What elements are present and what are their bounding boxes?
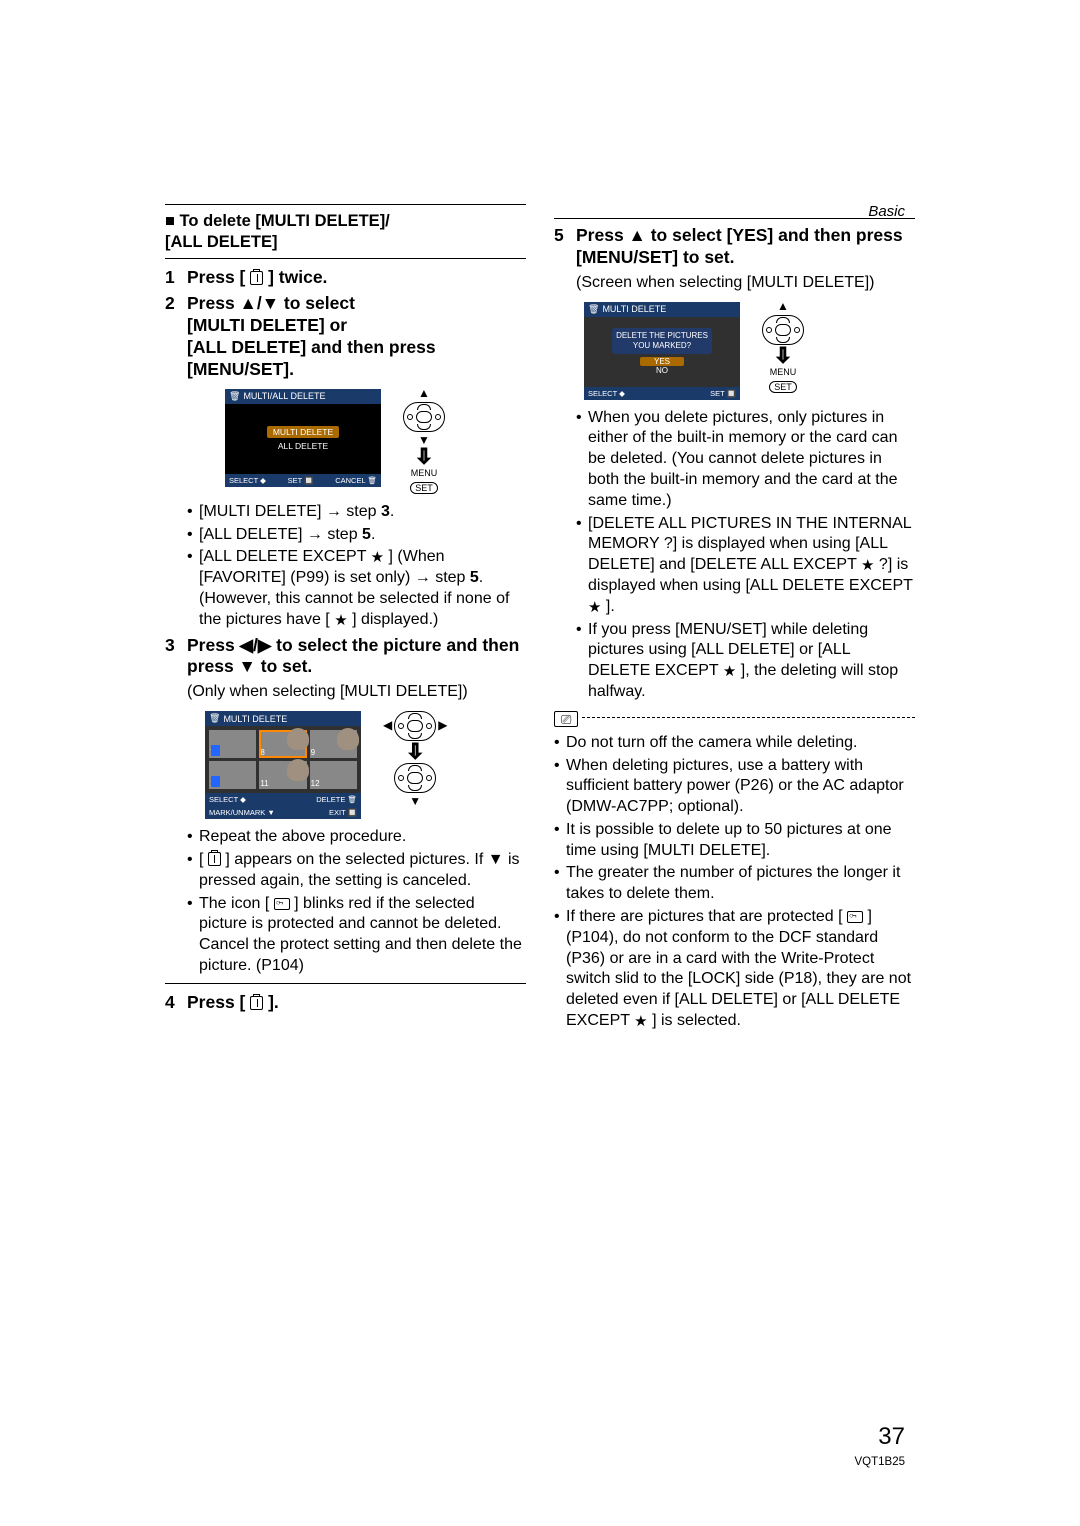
lcd-yes: YES bbox=[640, 357, 684, 366]
step3-paren: (Only when selecting [MULTI DELETE]) bbox=[187, 682, 526, 703]
note-icon: ⎚ bbox=[554, 711, 578, 727]
step-4: 4 Press [ ]. bbox=[165, 992, 526, 1014]
right-column: 5 Press ▲ to select [YES] and then press… bbox=[554, 200, 915, 1036]
bullet: When you delete pictures, only pictures … bbox=[576, 408, 915, 512]
step-2: 2 Press ▲/▼ to select[MULTI DELETE] or[A… bbox=[165, 293, 526, 381]
note-divider: ⎚ bbox=[554, 711, 915, 727]
bullet: The greater the number of pictures the l… bbox=[554, 863, 915, 905]
lcd-screen-3-block: 🗑MULTI DELETE DELETE THE PICTURESYOU MAR… bbox=[584, 302, 915, 400]
key-icon bbox=[847, 911, 863, 923]
lcd-screen-2-block: 🗑MULTI DELETE 7 8 9 10 11 12 SELECT ◆DEL… bbox=[205, 711, 526, 819]
step3-bullets: Repeat the above procedure. [ ] appears … bbox=[187, 827, 526, 977]
left-column: ■ To delete [MULTI DELETE]/[ALL DELETE] … bbox=[165, 200, 526, 1036]
lcd-option-multi: MULTI DELETE bbox=[267, 426, 339, 438]
bullet: It is possible to delete up to 50 pictur… bbox=[554, 820, 915, 862]
lcd-screen-2: 🗑MULTI DELETE 7 8 9 10 11 12 SELECT ◆DEL… bbox=[205, 711, 361, 819]
step5-bullets: When you delete pictures, only pictures … bbox=[576, 408, 915, 703]
trash-icon bbox=[208, 852, 221, 866]
lcd-screen-1-block: 🗑MULTI/ALL DELETE MULTI DELETE ALL DELET… bbox=[225, 389, 526, 494]
step-5: 5 Press ▲ to select [YES] and then press… bbox=[554, 225, 915, 269]
page-number: 37 bbox=[878, 1423, 905, 1451]
bullet: When deleting pictures, use a battery wi… bbox=[554, 756, 915, 818]
nav-control-2: ◀▶ ⇩ ▼ bbox=[383, 711, 447, 807]
bullet: [MULTI DELETE] → step 3. bbox=[187, 502, 526, 523]
trash-icon bbox=[250, 271, 263, 285]
bullet: Do not turn off the camera while deletin… bbox=[554, 733, 915, 754]
lcd-screen-1: 🗑MULTI/ALL DELETE MULTI DELETE ALL DELET… bbox=[225, 389, 381, 487]
bullet: [ALL DELETE EXCEPT ★ ] (When [FAVORITE] … bbox=[187, 547, 526, 630]
notes-bullets: Do not turn off the camera while deletin… bbox=[554, 733, 915, 1032]
bullet: If you press [MENU/SET] while deleting p… bbox=[576, 620, 915, 703]
bullet: [ ] appears on the selected pictures. If… bbox=[187, 850, 526, 892]
page-columns: ■ To delete [MULTI DELETE]/[ALL DELETE] … bbox=[165, 200, 915, 1036]
doc-code: VQT1B25 bbox=[855, 1456, 906, 1468]
lcd-screen-3: 🗑MULTI DELETE DELETE THE PICTURESYOU MAR… bbox=[584, 302, 740, 400]
lcd-dialog-msg: DELETE THE PICTURESYOU MARKED? bbox=[612, 328, 712, 353]
bullet: If there are pictures that are protected… bbox=[554, 907, 915, 1032]
key-icon bbox=[274, 898, 290, 910]
trash-icon bbox=[250, 996, 263, 1010]
lcd-no: NO bbox=[642, 366, 682, 375]
bullet: [DELETE ALL PICTURES IN THE INTERNAL MEM… bbox=[576, 514, 915, 618]
step-3: 3 Press ◀/▶ to select the picture and th… bbox=[165, 635, 526, 679]
bullet: [ALL DELETE] → step 5. bbox=[187, 525, 526, 546]
nav-control-1: ▲ ▼ ⇩ MENU SET bbox=[403, 389, 445, 494]
step5-paren: (Screen when selecting [MULTI DELETE]) bbox=[576, 273, 915, 294]
section-header: ■ To delete [MULTI DELETE]/[ALL DELETE] bbox=[165, 211, 526, 252]
step-1: 1 Press [ ] twice. bbox=[165, 267, 526, 289]
section-category: Basic bbox=[868, 203, 905, 220]
step2-bullets: [MULTI DELETE] → step 3. [ALL DELETE] → … bbox=[187, 502, 526, 631]
lcd-option-all: ALL DELETE bbox=[272, 440, 334, 452]
bullet: Repeat the above procedure. bbox=[187, 827, 526, 848]
bullet: The icon [ ] blinks red if the selected … bbox=[187, 894, 526, 977]
nav-control-3: ▲ ⇩ MENU SET bbox=[762, 302, 804, 394]
